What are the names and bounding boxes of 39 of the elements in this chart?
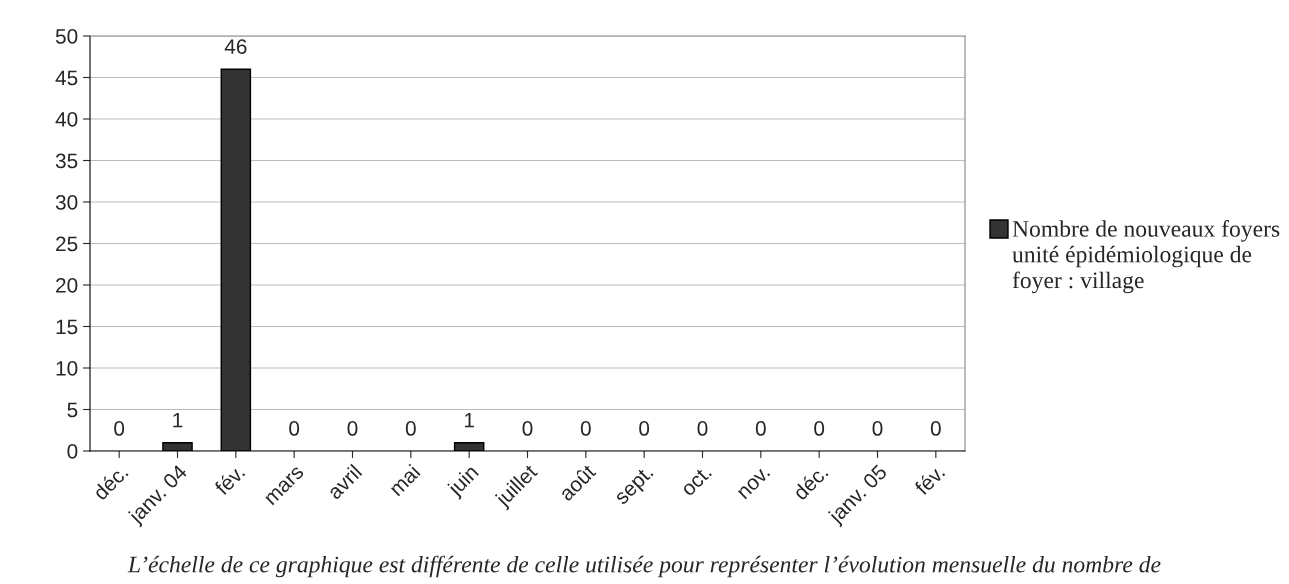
data-label: 0: [347, 421, 358, 436]
y-tick-label: 15: [56, 319, 78, 335]
data-label: 0: [697, 421, 708, 436]
x-tick-label: août: [557, 462, 597, 502]
data-label: 0: [114, 421, 125, 436]
data-label: 0: [814, 421, 825, 436]
x-tick-label: nov.: [737, 466, 771, 500]
x-tick-label: déc.: [791, 463, 829, 501]
x-tick-label: oct.: [680, 465, 712, 497]
y-tick-label: 20: [56, 278, 78, 293]
x-tick-label: juin: [445, 463, 482, 500]
x-tick-label: mai: [388, 463, 421, 497]
y-tick-label: 30: [55, 195, 78, 210]
data-label: 1: [464, 412, 474, 428]
data-label: 0: [405, 421, 416, 436]
x-tick-label: fév.: [913, 463, 946, 497]
data-label: 0: [872, 421, 883, 436]
legend-label: Nombre de nouveaux foyers unité épidémiologique de foyer : village: [1012, 220, 1280, 294]
y-tick-label: 25: [56, 236, 78, 252]
text: L’échelle de ce graphique est différente de celle utilisée pour représenter l’évolution mensuelle du nombre de: [127, 555, 1161, 578]
y-tick-label: 5: [67, 402, 78, 418]
data-label: 0: [930, 421, 941, 436]
y-tick-label: 50: [55, 29, 78, 44]
x-tick-label: fév.: [213, 463, 246, 497]
x-tick-label: déc.: [91, 463, 129, 501]
data-label: 46: [224, 39, 247, 54]
y-tick-label: 35: [55, 153, 78, 169]
y-tick-label: 40: [55, 112, 78, 127]
data-label: 0: [639, 421, 650, 436]
y-tick-label: 0: [67, 444, 78, 459]
x-tick-label: avril: [326, 463, 363, 501]
data-label: 0: [580, 421, 591, 436]
data-label: 0: [522, 421, 533, 436]
data-label: 0: [289, 421, 300, 436]
data-label: 1: [173, 412, 183, 428]
x-tick-label: sept.: [613, 465, 657, 509]
y-tick-label: 10: [56, 361, 78, 376]
y-tick-label: 45: [55, 70, 78, 86]
data-label: 0: [755, 421, 766, 436]
